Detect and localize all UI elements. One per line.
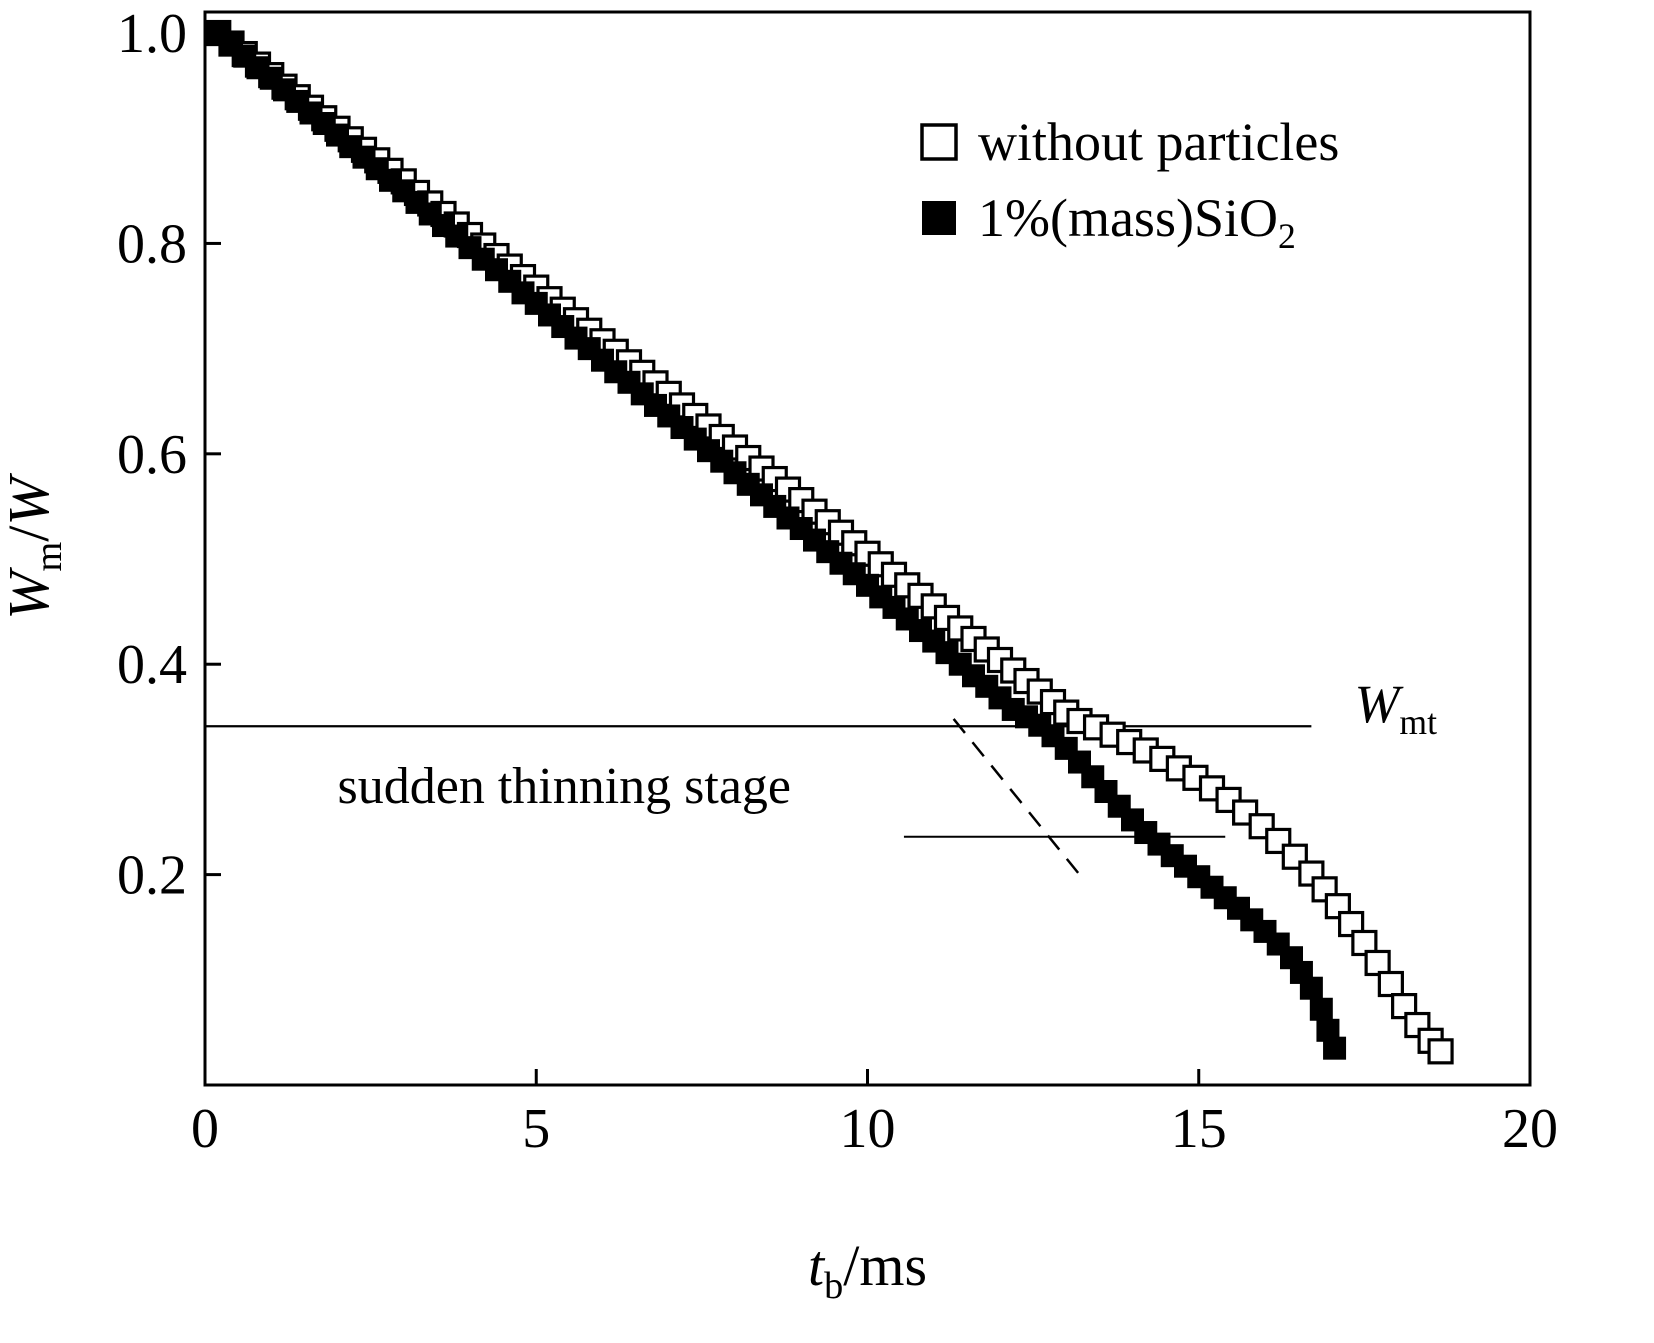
- filled-square-marker: [1299, 976, 1323, 1000]
- x-tick-label: 5: [522, 1098, 550, 1160]
- x-axis: 0 5 10 15 20: [191, 1069, 1558, 1160]
- filled-square-marker: [1323, 1036, 1347, 1060]
- x-tick-label: 15: [1171, 1098, 1227, 1160]
- x-axis-label: tb/ms: [808, 1233, 927, 1307]
- y-axis-label: Wm/W: [0, 473, 70, 620]
- open-square-marker: [1338, 910, 1365, 938]
- open-square-marker: [1427, 1038, 1454, 1065]
- series-filled-square: [206, 22, 1347, 1060]
- legend-open-square-marker: [920, 123, 958, 161]
- y-tick-label: 0.4: [117, 634, 187, 696]
- open-square-marker: [1351, 929, 1378, 957]
- open-square-marker: [1377, 970, 1404, 998]
- stage-annotation: sudden thinning stage: [338, 758, 792, 815]
- open-square-marker: [1391, 993, 1418, 1020]
- wmt-label: Wmt: [1354, 674, 1437, 742]
- y-tick-label: 0.8: [117, 213, 187, 275]
- x-tick-label: 20: [1502, 1098, 1558, 1160]
- open-square-marker: [1364, 949, 1391, 977]
- y-tick-label: 0.6: [117, 424, 187, 486]
- x-tick-label: 0: [191, 1098, 219, 1160]
- legend: [920, 123, 958, 235]
- x-tick-label: 10: [840, 1098, 896, 1160]
- y-tick-label: 1.0: [117, 3, 187, 65]
- filled-square-marker: [1309, 997, 1333, 1021]
- y-tick-label: 0.2: [117, 845, 187, 907]
- legend-filled-square-marker: [922, 201, 956, 235]
- legend-label: without particles: [978, 112, 1339, 172]
- legend-label: 1%(mass)SiO2: [978, 188, 1296, 256]
- tangent-dashed-line: [952, 718, 1081, 876]
- filled-square-marker: [1316, 1018, 1340, 1042]
